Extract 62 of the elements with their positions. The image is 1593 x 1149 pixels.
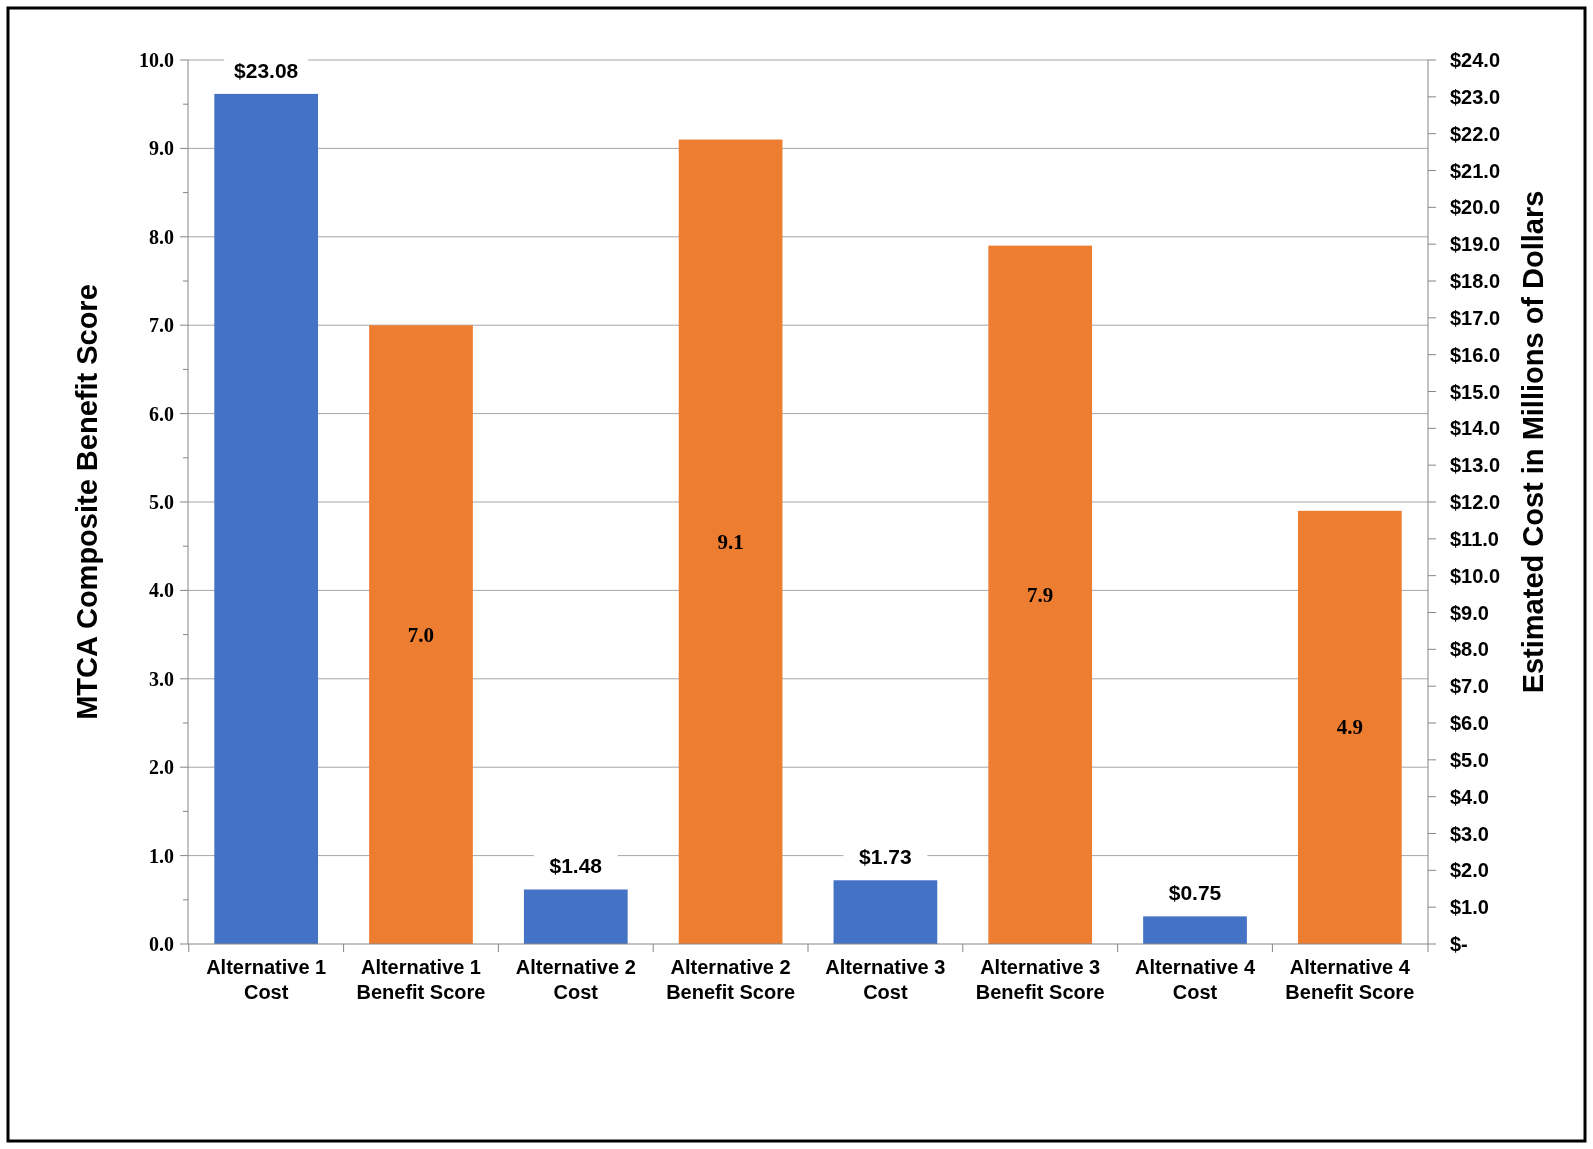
bar (369, 325, 473, 944)
y2-tick-label: $21.0 (1450, 159, 1501, 182)
x-tick-label: Alternative 2 Cost (515, 956, 636, 1003)
y2-tick-label: $13.0 (1450, 454, 1501, 477)
y-tick-label: 9.0 (149, 137, 174, 160)
y-tick-label: 6.0 (149, 402, 174, 425)
y2-tick-label: $3.0 (1450, 822, 1489, 845)
y2-tick-label: $5.0 (1450, 748, 1489, 771)
y2-tick-label: $7.0 (1450, 675, 1489, 698)
y2-tick-label: $- (1450, 933, 1468, 955)
data-label: 7.9 (1027, 582, 1054, 607)
x-tick-label: Alternative 3 Cost (825, 956, 946, 1003)
x-tick-label: Alternative 1 Benefit Score (356, 956, 486, 1003)
y2-tick-label: $9.0 (1450, 601, 1489, 624)
y2-tick-label: $10.0 (1450, 564, 1501, 587)
data-label: 7.0 (407, 622, 435, 647)
y2-tick-label: $22.0 (1450, 122, 1501, 145)
data-label: $23.08 (234, 58, 299, 82)
y2-tick-label: $4.0 (1450, 785, 1489, 808)
x-tick-label: Alternative 2 Benefit Score (666, 956, 796, 1003)
x-tick-label: Alternative 4 Benefit Score (1285, 956, 1415, 1003)
y2-tick-label: $24.0 (1450, 49, 1501, 71)
y2-tick-label: $2.0 (1450, 859, 1489, 882)
bar (833, 880, 938, 944)
bar (678, 139, 783, 944)
y-tick-label: 2.0 (149, 756, 174, 779)
y2-tick-label: $19.0 (1450, 233, 1501, 256)
y-axis-title: MTCA Composite Benefit Score (71, 284, 103, 720)
bar (988, 245, 1093, 944)
y2-tick-label: $16.0 (1450, 343, 1501, 366)
y2-tick-label: $23.0 (1450, 85, 1501, 108)
data-label: $1.48 (549, 854, 603, 878)
data-label: $0.75 (1168, 881, 1222, 905)
y2-tick-label: $12.0 (1450, 491, 1501, 513)
y-tick-label: 4.0 (149, 579, 174, 602)
y2-tick-label: $17.0 (1450, 306, 1501, 329)
y2-tick-label: $11.0 (1450, 527, 1499, 550)
x-tick-label: Alternative 1 Cost (206, 956, 327, 1003)
y2-tick-label: $20.0 (1450, 196, 1501, 219)
x-tick-label: Alternative 4 Cost (1134, 956, 1256, 1003)
y-tick-label: 8.0 (149, 225, 174, 248)
bar (523, 889, 628, 944)
y-tick-label: 10.0 (139, 49, 174, 71)
y-tick-label: 5.0 (149, 491, 174, 513)
bar (214, 93, 319, 944)
y-tick-label: 3.0 (149, 667, 174, 690)
data-label: $1.73 (859, 845, 912, 869)
y2-tick-label: $15.0 (1450, 380, 1501, 403)
y2-tick-label: $1.0 (1450, 896, 1489, 919)
y2-tick-label: $6.0 (1450, 712, 1489, 734)
y-tick-label: 7.0 (149, 314, 174, 337)
bar (1297, 510, 1402, 944)
y-tick-label: 1.0 (149, 844, 174, 867)
y-tick-label: 0.0 (149, 933, 174, 955)
y2-tick-label: $14.0 (1450, 417, 1501, 440)
x-tick-label: Alternative 3 Benefit Score (975, 956, 1105, 1003)
y2-axis-title: Estimated Cost in Millions of Dollars (1517, 190, 1549, 694)
y2-tick-label: $8.0 (1450, 638, 1489, 661)
data-label: 4.9 (1336, 715, 1363, 740)
bar (1143, 916, 1247, 944)
data-label: 9.1 (717, 529, 744, 554)
y2-tick-label: $18.0 (1450, 270, 1501, 292)
